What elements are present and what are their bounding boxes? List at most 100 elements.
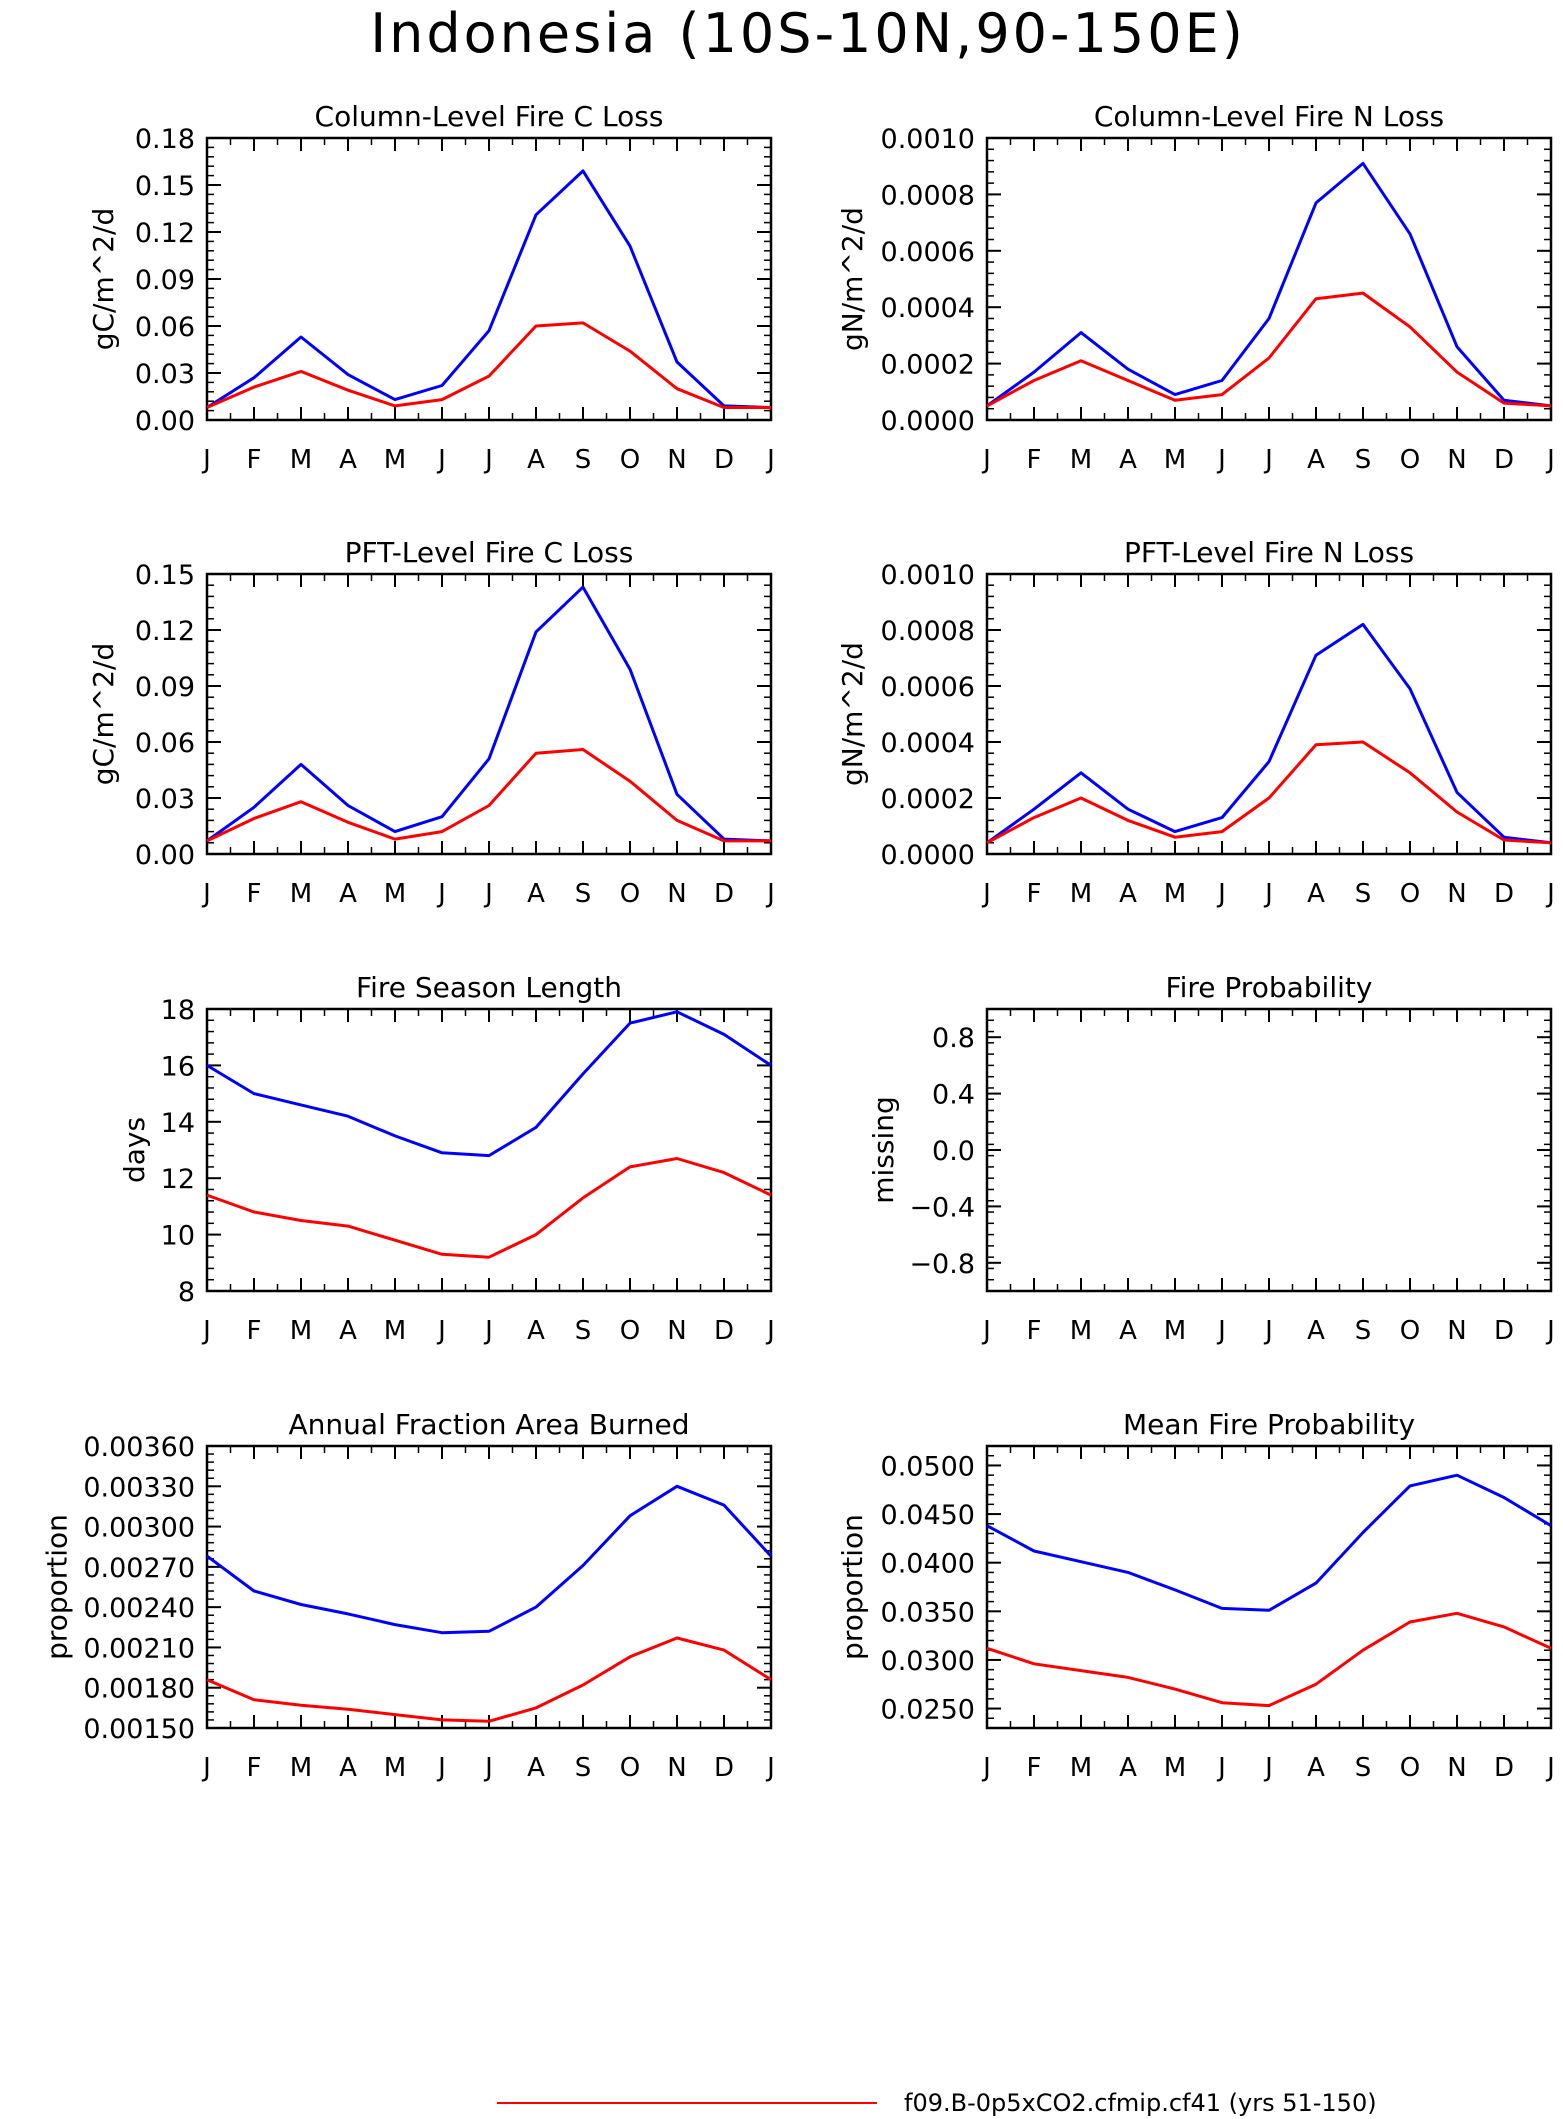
x-tick-label: O <box>1400 1753 1420 1783</box>
y-tick-label: 12 <box>161 1164 195 1195</box>
y-tick-label: 0.0008 <box>881 616 975 647</box>
x-tick-label: A <box>339 1316 357 1346</box>
y-tick-label: 0.0004 <box>881 728 975 759</box>
y-tick-label: 0.00150 <box>83 1714 195 1745</box>
x-tick-label: D <box>1494 879 1514 909</box>
x-tick-label: J <box>483 1753 493 1783</box>
series-line-2 <box>206 1636 772 1723</box>
x-tick-label: J <box>436 1316 446 1346</box>
chart-title: PFT-Level Fire C Loss <box>345 536 634 569</box>
x-tick-label: F <box>1027 1753 1042 1783</box>
x-tick-label: D <box>1494 1753 1514 1783</box>
chart-panel: J F M A M J J A S O N D J0.00000.00020.00040.00060.0… <box>836 100 1555 475</box>
x-tick-label: A <box>339 879 357 909</box>
x-tick-label: J <box>436 879 446 909</box>
x-tick-label: A <box>1119 879 1137 909</box>
chart-title: Mean Fire Probability <box>1123 1408 1415 1441</box>
y-tick-label: 0.03 <box>135 359 195 390</box>
x-tick-label: J <box>765 445 775 475</box>
series-line-1 <box>206 585 772 843</box>
x-tick-label: J <box>1216 1753 1226 1783</box>
y-tick-label: 0.15 <box>135 171 195 202</box>
x-tick-label: J <box>981 879 991 909</box>
y-tick-label: 0.06 <box>135 728 195 759</box>
y-axis-label: gC/m^2/d <box>87 643 120 786</box>
x-tick-label: J <box>1216 879 1226 909</box>
x-tick-label: F <box>1027 1316 1042 1346</box>
series-line-1 <box>986 622 1552 845</box>
x-tick-label: M <box>1164 1753 1186 1783</box>
x-tick-label: A <box>1307 445 1325 475</box>
x-tick-label: N <box>667 445 686 475</box>
x-tick-label: A <box>1119 445 1137 475</box>
y-tick-label: 0.8 <box>932 1023 975 1054</box>
x-tick-label: O <box>620 879 640 909</box>
x-tick-label: S <box>575 879 592 909</box>
figure-title: Indonesia (10S-10N,90-150E) <box>370 2 1246 65</box>
y-tick-label: 16 <box>161 1051 195 1082</box>
y-tick-label: 0.00 <box>135 406 195 437</box>
legend-label: f09.B-0p5xCO2.cfmip.cf41 (yrs 51-150) <box>904 2089 1377 2117</box>
x-tick-label: D <box>1494 1316 1514 1346</box>
x-tick-label: M <box>290 1753 312 1783</box>
x-tick-label: J <box>1216 445 1226 475</box>
x-tick-label: S <box>575 445 592 475</box>
y-axis-label: gC/m^2/d <box>87 208 120 351</box>
y-tick-label: 8 <box>178 1277 195 1308</box>
x-tick-label: J <box>483 879 493 909</box>
x-tick-label: J <box>1263 1316 1273 1346</box>
x-tick-label: A <box>527 879 545 909</box>
y-tick-label: 0.00 <box>135 840 195 871</box>
x-tick-label: A <box>527 445 545 475</box>
chart-title: Column-Level Fire C Loss <box>315 100 664 133</box>
y-tick-label: 0.15 <box>135 560 195 591</box>
x-tick-label: J <box>1263 1753 1273 1783</box>
x-tick-label: S <box>1355 1316 1372 1346</box>
x-tick-label: J <box>201 445 211 475</box>
x-tick-label: M <box>1070 1753 1092 1783</box>
x-tick-label: A <box>1307 1316 1325 1346</box>
y-tick-label: 0.00270 <box>83 1553 195 1584</box>
chart-title: PFT-Level Fire N Loss <box>1124 536 1414 569</box>
panel-grid: J F M A M J J A S O N D J0.000.030.060.090.120.150.1… <box>41 100 1555 1783</box>
y-axis-label: proportion <box>836 1514 869 1660</box>
x-tick-label: J <box>1263 445 1273 475</box>
x-tick-label: A <box>1307 879 1325 909</box>
series-line-1 <box>206 169 772 409</box>
x-tick-label: S <box>1355 879 1372 909</box>
x-tick-label: S <box>575 1753 592 1783</box>
x-tick-label: J <box>981 1316 991 1346</box>
x-tick-label: F <box>247 1316 262 1346</box>
y-tick-label: 0.0006 <box>881 672 975 703</box>
x-tick-label: M <box>384 879 406 909</box>
y-tick-label: 0.0008 <box>881 180 975 211</box>
x-tick-label: J <box>483 445 493 475</box>
x-tick-label: A <box>1307 1753 1325 1783</box>
x-tick-label: M <box>384 1753 406 1783</box>
x-tick-label: O <box>620 1753 640 1783</box>
y-tick-label: 0.12 <box>135 616 195 647</box>
y-tick-label: 0.06 <box>135 312 195 343</box>
chart-title: Column-Level Fire N Loss <box>1094 100 1444 133</box>
x-tick-label: M <box>1164 445 1186 475</box>
x-tick-label: J <box>483 1316 493 1346</box>
y-tick-label: 0.0000 <box>881 406 975 437</box>
y-tick-label: 0.09 <box>135 265 195 296</box>
series-line-2 <box>206 321 771 409</box>
y-tick-label: 0.09 <box>135 672 195 703</box>
x-tick-label: J <box>201 879 211 909</box>
y-tick-label: −0.4 <box>909 1192 975 1223</box>
y-axis-label: gN/m^2/d <box>836 642 869 786</box>
y-tick-label: 10 <box>161 1221 195 1252</box>
x-tick-label: D <box>714 1753 734 1783</box>
x-tick-label: J <box>765 1753 775 1783</box>
y-axis-label: gN/m^2/d <box>836 207 869 351</box>
x-tick-label: S <box>1355 1753 1372 1783</box>
y-tick-label: 0.00240 <box>83 1593 195 1624</box>
x-tick-label: J <box>765 1316 775 1346</box>
x-tick-label: M <box>290 879 312 909</box>
series-line-1 <box>206 1010 772 1158</box>
series-line-1 <box>986 161 1552 408</box>
